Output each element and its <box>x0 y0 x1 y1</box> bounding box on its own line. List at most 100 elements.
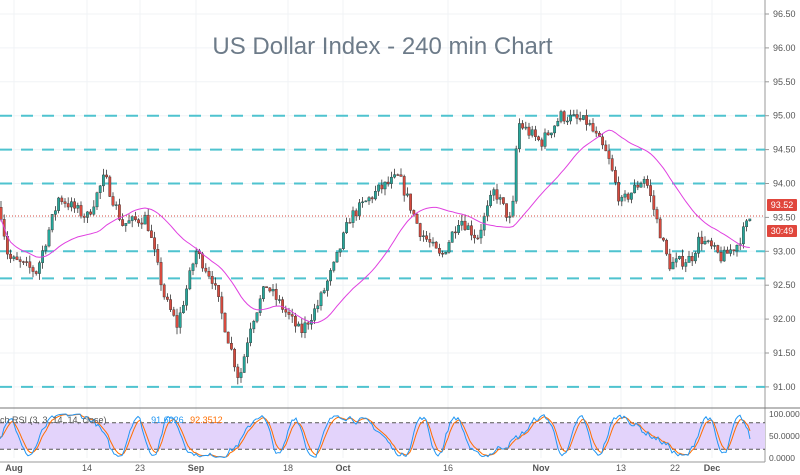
candle-body <box>668 253 672 270</box>
price-tick-label: 92.50 <box>773 280 796 290</box>
candle-body <box>530 129 534 136</box>
candle-body <box>258 298 262 313</box>
moving-average-line <box>0 129 750 324</box>
candle-body <box>607 150 611 159</box>
candle-body <box>226 331 230 344</box>
candle-body <box>367 197 371 202</box>
candle-body <box>210 276 214 284</box>
candle-body <box>706 240 710 242</box>
candle-body <box>217 285 220 297</box>
candle-body <box>249 328 252 343</box>
time-tick-label: 14 <box>82 463 92 473</box>
candle-body <box>63 201 67 204</box>
candle-body <box>444 252 448 255</box>
candle-body <box>722 249 726 262</box>
candle-body <box>665 239 669 255</box>
candle-body <box>245 342 249 357</box>
candle-body <box>399 174 403 177</box>
candle-body <box>124 223 128 226</box>
candle-body <box>639 183 643 188</box>
candle-body <box>473 234 476 239</box>
candle-body <box>649 185 653 196</box>
candle-body <box>207 271 211 277</box>
candle-body <box>434 241 438 249</box>
candle-body <box>79 205 83 217</box>
candle-body <box>111 196 115 206</box>
candle-body <box>412 210 416 215</box>
candle-body <box>386 181 390 184</box>
price-tick-label: 96.00 <box>773 43 796 53</box>
candle-body <box>697 236 701 254</box>
chart-title: US Dollar Index - 240 min Chart <box>212 33 553 60</box>
candle-body <box>534 129 537 137</box>
candle-body <box>137 219 140 224</box>
price-tick-label: 93.50 <box>773 212 796 222</box>
candle-body <box>521 123 525 129</box>
candle-body <box>610 158 614 171</box>
stoch-tick-label: 50.0000 <box>769 431 800 441</box>
candle-body <box>34 271 38 274</box>
price-tick-label: 93.00 <box>773 246 796 256</box>
candle-body <box>687 256 691 263</box>
candle-body <box>498 197 502 200</box>
candle-body <box>594 130 598 134</box>
candle-body <box>553 125 557 134</box>
candle-body <box>28 261 32 268</box>
candle-body <box>54 210 57 215</box>
candle-body <box>623 193 627 198</box>
candle-body <box>12 256 16 259</box>
candle-body <box>678 255 681 259</box>
candle-body <box>130 216 134 221</box>
candle-body <box>575 114 579 119</box>
candle-body <box>89 211 93 215</box>
candle-body <box>735 245 739 252</box>
candle-body <box>402 176 406 196</box>
candle-body <box>585 115 589 125</box>
price-tick-label: 95.50 <box>773 77 796 87</box>
candle-body <box>569 114 573 122</box>
time-tick-label: Aug <box>5 463 23 473</box>
candle-body <box>511 200 515 217</box>
candle-body <box>25 261 28 263</box>
candle-body <box>290 314 294 317</box>
candle-body <box>9 253 12 259</box>
candle-body <box>486 205 489 217</box>
last-price-tag: 93.52 <box>767 199 797 211</box>
candle-body <box>633 184 637 194</box>
candle-body <box>428 239 432 243</box>
candle-body <box>108 176 112 197</box>
candle-body <box>422 235 425 237</box>
candle-body <box>133 216 137 220</box>
stoch-tick-label: 0.0000 <box>769 453 795 463</box>
candle-body <box>0 207 3 220</box>
candle-body <box>233 348 236 368</box>
time-tick-label: Nov <box>532 463 549 473</box>
candle-body <box>229 343 233 350</box>
candle-body <box>69 201 73 208</box>
price-tick-label: 94.00 <box>773 179 796 189</box>
candle-body <box>60 197 64 202</box>
candle-body <box>460 220 464 226</box>
candle-body <box>374 191 377 200</box>
candle-body <box>92 206 96 215</box>
candle-body <box>31 267 35 272</box>
candle-body <box>236 366 240 378</box>
candle-body <box>601 136 605 146</box>
candle-body <box>252 321 256 330</box>
candle-body <box>175 315 179 328</box>
candle-body <box>377 184 380 192</box>
candle-body <box>655 209 659 220</box>
candle-body <box>345 222 348 234</box>
candle-body <box>636 184 640 188</box>
candle-body <box>745 220 749 227</box>
stoch-tick-label: 100.0000 <box>769 409 800 419</box>
candle-body <box>18 259 22 262</box>
d-value: 92.3512 <box>190 415 223 425</box>
candle-body <box>674 258 678 263</box>
candle-body <box>694 253 697 262</box>
price-tick-label: 95.00 <box>773 111 796 121</box>
candle-body <box>681 255 685 267</box>
candle-body <box>550 132 553 136</box>
